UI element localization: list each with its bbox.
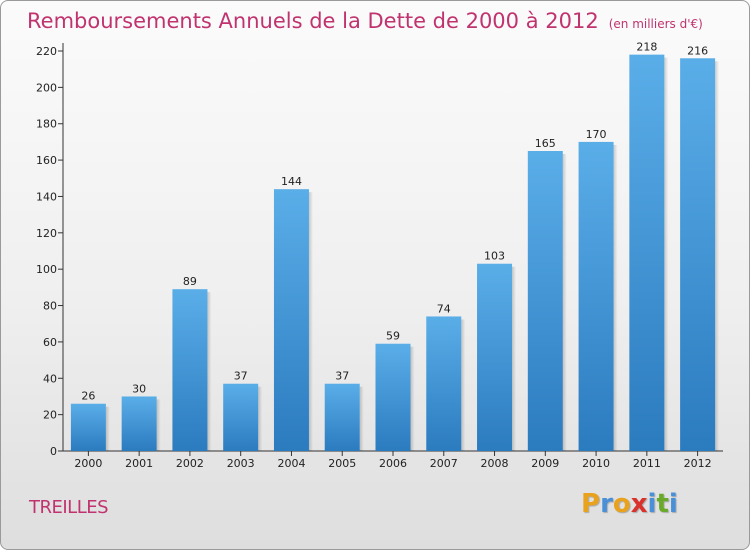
bar-shadow (562, 154, 567, 451)
bar-shadow (105, 406, 110, 451)
x-tick-label: 2000 (74, 457, 102, 470)
bar-shadow (512, 266, 517, 451)
bar-shadow (207, 292, 212, 451)
x-tick-label: 2012 (684, 457, 712, 470)
bar-value-label: 37 (234, 370, 248, 383)
logo-letter: o (612, 489, 631, 519)
bar-value-label: 218 (636, 41, 657, 54)
bar (375, 343, 411, 451)
chart-unit: (en milliers d'€) (608, 17, 703, 31)
axes: 0 20 40 60 80 100 120 140 160 180 200 220 2000 2001 20… (36, 43, 723, 470)
logo-letter: P (581, 489, 601, 519)
bar-shadow (664, 57, 669, 452)
bar (680, 58, 716, 451)
y-tick-label: 220 (36, 45, 57, 58)
bar-shadow (308, 192, 313, 451)
bar-shadow (359, 386, 364, 451)
bar-shadow (461, 319, 466, 451)
x-tick-label: 2007 (430, 457, 458, 470)
logo-letter: t (656, 489, 669, 519)
bar (172, 289, 208, 451)
x-tick-label: 2011 (633, 457, 661, 470)
bar-value-label: 144 (281, 175, 302, 188)
bar-value-label: 170 (586, 128, 607, 141)
bar (70, 403, 106, 451)
bar (273, 189, 309, 451)
bar-value-label: 165 (535, 137, 556, 150)
bar-shadow (410, 346, 415, 451)
bar-value-label: 89 (183, 275, 197, 288)
x-tick-label: 2001 (125, 457, 153, 470)
y-tick-label: 200 (36, 81, 57, 94)
bar (426, 316, 462, 451)
bars (70, 54, 720, 452)
bar (578, 141, 614, 451)
bar (527, 151, 563, 451)
bar-value-label: 26 (81, 390, 95, 403)
bar-value-label: 59 (386, 330, 400, 343)
y-tick-label: 60 (43, 336, 57, 349)
bar (223, 383, 259, 451)
bar-shadow (613, 144, 618, 451)
x-tick-label: 2003 (227, 457, 255, 470)
x-tick-label: 2004 (277, 457, 305, 470)
bar-shadow (156, 399, 161, 451)
chart-title: Remboursements Annuels de la Dette de 20… (27, 9, 703, 33)
x-tick-label: 2006 (379, 457, 407, 470)
bar-value-label: 103 (484, 250, 505, 263)
logo-letter: r (600, 489, 613, 519)
logo-letter: x (630, 489, 648, 519)
y-tick-label: 140 (36, 190, 57, 203)
y-tick-label: 0 (50, 445, 57, 458)
proxiti-logo: Proxiti (581, 489, 678, 519)
bar-value-label: 37 (335, 370, 349, 383)
y-tick-label: 80 (43, 300, 57, 313)
y-tick-label: 100 (36, 263, 57, 276)
y-tick-label: 20 (43, 409, 57, 422)
x-tick-label: 2010 (582, 457, 610, 470)
logo-letter: i (668, 489, 678, 519)
y-tick-label: 160 (36, 154, 57, 167)
bar-shadow (258, 386, 263, 451)
bar (477, 263, 513, 451)
bar-value-label: 216 (687, 44, 708, 57)
chart-title-text: Remboursements Annuels de la Dette de 20… (27, 9, 599, 33)
commune-name: TREILLES (29, 497, 109, 518)
y-tick-label: 40 (43, 372, 57, 385)
x-tick-label: 2009 (531, 457, 559, 470)
y-tick-label: 120 (36, 227, 57, 240)
logo-letter: i (647, 489, 657, 519)
value-labels: 26 30 89 37 144 37 59 74 103 165 170 218 216 (81, 41, 708, 403)
bar (324, 383, 360, 451)
bar-shadow (715, 61, 720, 451)
x-tick-label: 2008 (481, 457, 509, 470)
y-tick-label: 180 (36, 118, 57, 131)
x-tick-label: 2005 (328, 457, 356, 470)
x-tick-label: 2002 (176, 457, 204, 470)
bar-value-label: 30 (132, 382, 146, 395)
bar-value-label: 74 (437, 302, 451, 315)
bar (629, 54, 665, 452)
bar (121, 396, 157, 451)
